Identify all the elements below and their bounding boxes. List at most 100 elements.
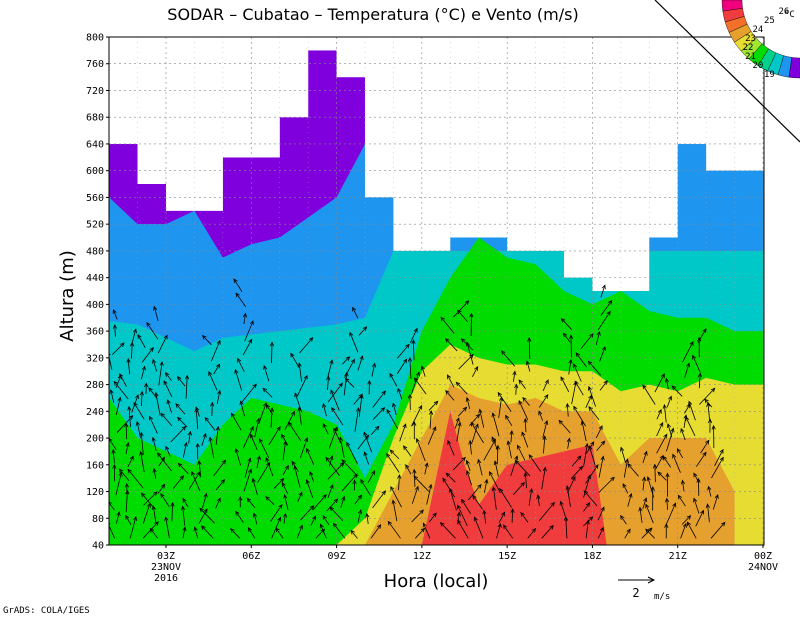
wind-vector — [124, 482, 129, 495]
wind-vector — [426, 483, 433, 505]
wind-vector — [457, 504, 468, 527]
wind-vector — [505, 414, 513, 427]
y-tick-label: 720 — [86, 86, 104, 97]
wind-vector — [112, 308, 118, 320]
wind-vector — [281, 481, 289, 494]
wind-vector — [707, 418, 713, 433]
chart-title: SODAR – Cubatao – Temperatura (°C) e Ven… — [167, 5, 578, 24]
wind-vector — [360, 478, 371, 496]
wind-vector — [244, 457, 252, 478]
wind-vector — [119, 373, 127, 387]
wind-vector — [707, 485, 712, 497]
wind-vector — [160, 412, 173, 427]
wind-vector — [620, 446, 627, 464]
wind-vector — [585, 464, 599, 484]
wind-vector — [392, 402, 397, 416]
wind-vector — [172, 475, 185, 489]
wind-vector — [87, 420, 91, 433]
wind-vector — [473, 516, 484, 539]
wind-vector — [263, 365, 270, 382]
wind-vector — [343, 371, 349, 396]
wind-vector — [163, 380, 173, 398]
wind-vector — [372, 390, 386, 408]
wind-vector — [685, 416, 696, 437]
y-tick-label: 640 — [86, 139, 104, 150]
wind-vector — [697, 328, 707, 343]
wind-vector — [363, 431, 373, 453]
colorbar-label: 21 — [745, 52, 756, 62]
wind-vector — [645, 528, 655, 539]
wind-vector — [265, 496, 275, 506]
wind-vector — [676, 448, 684, 459]
wind-vector — [344, 358, 355, 378]
wind-vector — [195, 406, 200, 417]
y-tick-label: 520 — [86, 220, 104, 231]
wind-vector — [352, 306, 359, 319]
wind-vector — [354, 407, 361, 432]
wind-vector — [235, 292, 247, 308]
wind-vector — [367, 379, 372, 395]
wind-vector — [175, 403, 186, 415]
wind-vector — [686, 521, 697, 539]
wind-vector — [680, 479, 686, 492]
wind-vector — [559, 500, 568, 522]
wind-vector — [411, 339, 416, 361]
wind-vector — [599, 380, 608, 391]
wind-vector — [387, 520, 401, 539]
wind-vector — [541, 466, 547, 490]
wind-vector — [284, 410, 295, 431]
vector-scale-unit: m/s — [654, 592, 670, 602]
wind-vector — [489, 471, 501, 494]
wind-vector — [560, 318, 573, 330]
wind-vector — [538, 410, 543, 421]
wind-vector — [188, 471, 201, 490]
wind-vector — [126, 358, 131, 375]
wind-vector — [299, 337, 314, 354]
wind-vector — [118, 468, 130, 481]
wind-vector — [234, 368, 243, 391]
x-tick-sublabel: 23NOV — [151, 562, 181, 573]
wind-vector — [513, 481, 525, 495]
wind-vector — [151, 436, 157, 451]
wind-vector — [671, 385, 683, 397]
wind-vector — [354, 494, 363, 505]
wind-vector — [664, 377, 669, 390]
wind-vector — [514, 459, 531, 477]
wind-vector — [246, 497, 256, 509]
x-tick-label: 15Z — [498, 551, 516, 562]
wind-vector — [693, 472, 700, 484]
wind-vector — [403, 445, 412, 457]
wind-vector — [414, 377, 427, 395]
wind-vector — [297, 491, 303, 502]
wind-vector — [208, 371, 218, 391]
wind-vector — [656, 408, 662, 420]
wind-vector — [252, 512, 258, 525]
wind-vector — [156, 452, 172, 471]
wind-vector — [153, 305, 159, 321]
wind-vector — [230, 528, 241, 539]
wind-vector — [445, 389, 455, 401]
wind-vector — [265, 403, 273, 416]
wind-vector — [568, 358, 573, 375]
wind-vector — [520, 511, 529, 523]
wind-vector — [695, 451, 707, 467]
x-tick-sublabel: 2016 — [154, 573, 178, 584]
wind-vector — [327, 359, 334, 378]
wind-vector — [296, 524, 303, 539]
wind-vector — [662, 403, 667, 423]
wind-vector — [600, 299, 613, 316]
wind-vector — [453, 300, 470, 318]
wind-vector — [471, 423, 479, 443]
wind-vector — [322, 515, 330, 525]
wind-vector — [282, 464, 289, 476]
wind-vector — [568, 334, 574, 358]
wind-vector — [216, 389, 222, 405]
wind-vector — [521, 431, 529, 448]
wind-vector — [242, 312, 248, 325]
wind-vector — [428, 400, 439, 411]
wind-vector — [141, 346, 154, 363]
wind-vector — [571, 455, 582, 467]
wind-vector — [542, 420, 549, 438]
wind-vector — [363, 451, 369, 465]
